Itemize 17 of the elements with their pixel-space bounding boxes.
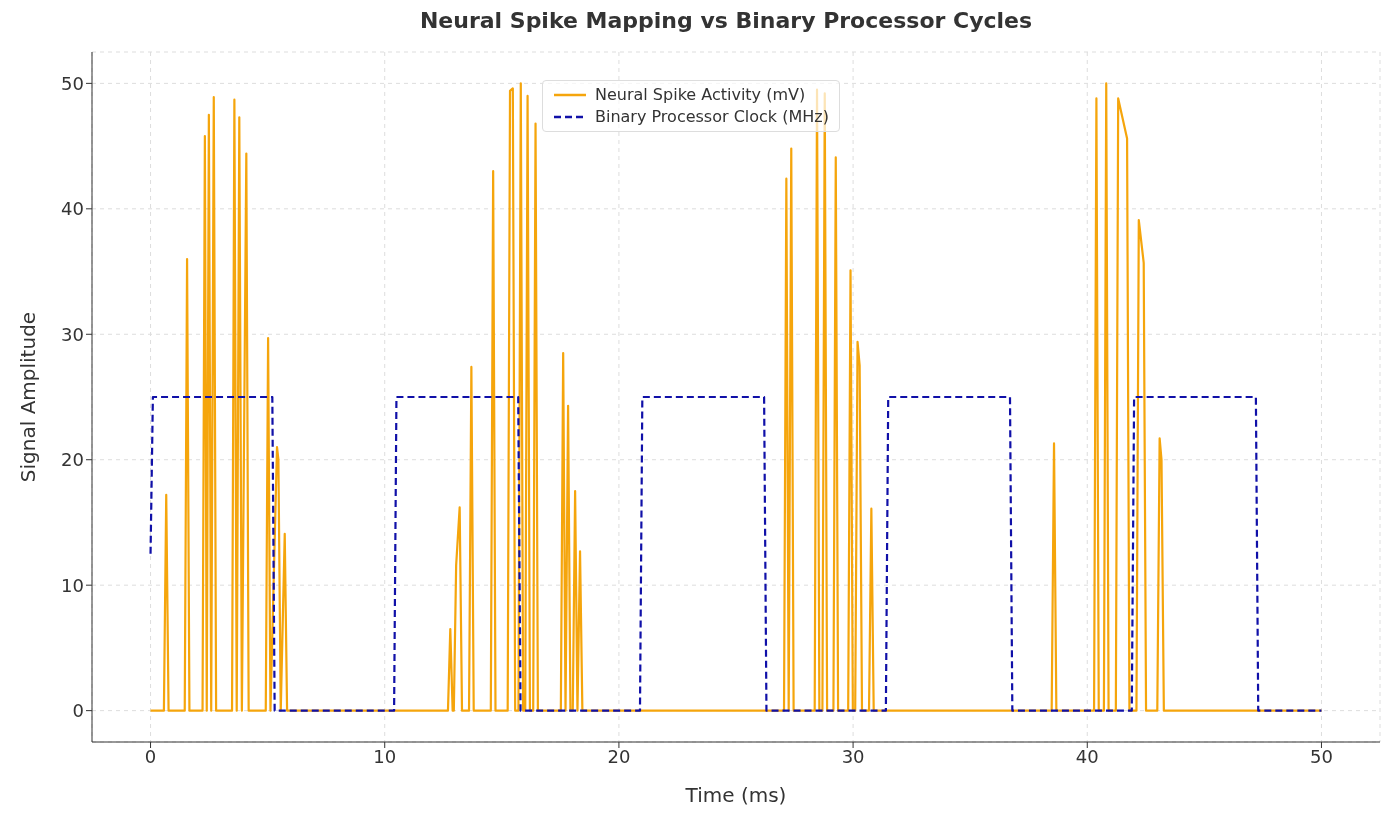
x-tick-label: 50 xyxy=(1310,745,1333,767)
chart-title: Neural Spike Mapping vs Binary Processor Cycles xyxy=(418,8,1034,35)
x-axis-title: Time (ms) xyxy=(684,783,787,807)
y-axis-title: Signal Amplitude xyxy=(16,311,41,483)
y-tick-label: 40 xyxy=(61,198,84,220)
x-tick-label: 40 xyxy=(1075,745,1099,767)
y-tick-label: 30 xyxy=(61,323,84,345)
legend-label: Neural Spike Activity (mV) xyxy=(595,84,806,106)
legend-label: Binary Processor Clock (MHz) xyxy=(595,106,829,128)
y-tick-label: 0 xyxy=(72,700,84,722)
x-tick-label: 0 xyxy=(144,745,157,767)
y-tick-label: 20 xyxy=(61,449,84,471)
x-tick-label: 20 xyxy=(607,745,631,767)
y-tick-label: 50 xyxy=(61,72,84,94)
x-tick-label: 30 xyxy=(841,745,865,767)
x-tick-label: 10 xyxy=(373,745,397,767)
y-tick-label: 10 xyxy=(61,574,84,596)
